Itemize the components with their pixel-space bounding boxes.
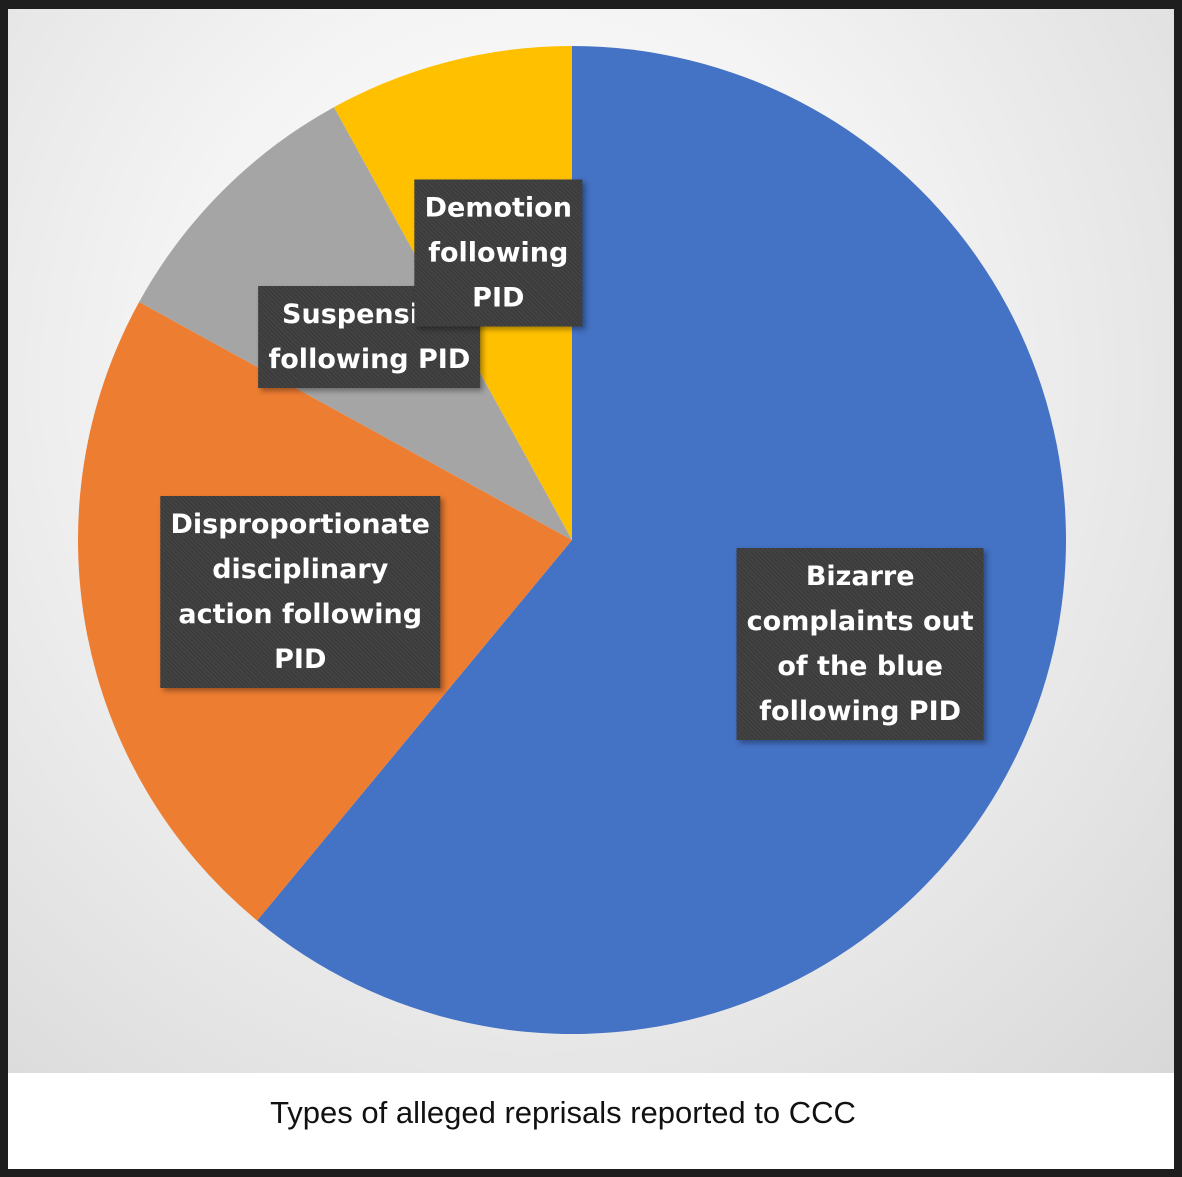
chart-frame: Bizarre complaints out of the blue follo… [8,9,1174,1169]
slice-label-bizarre-complaints-out-of-the-blue-following-pid: Bizarre complaints out of the blue follo… [736,547,984,740]
slice-label-disproportionate-disciplinary-action-following-pid: Disproportionate disciplinary action fol… [160,495,440,688]
slice-label-suspension-following-pid: Suspension following PID [258,286,481,389]
slice-label-demotion-following-pid: Demotion following PID [414,179,582,327]
chart-caption: Types of alleged reprisals reported to C… [270,1095,856,1130]
plot-area: Bizarre complaints out of the blue follo… [8,9,1174,1073]
pie-slice-bizarre-complaints-out-of-the-blue-following-pid [257,46,1066,1034]
